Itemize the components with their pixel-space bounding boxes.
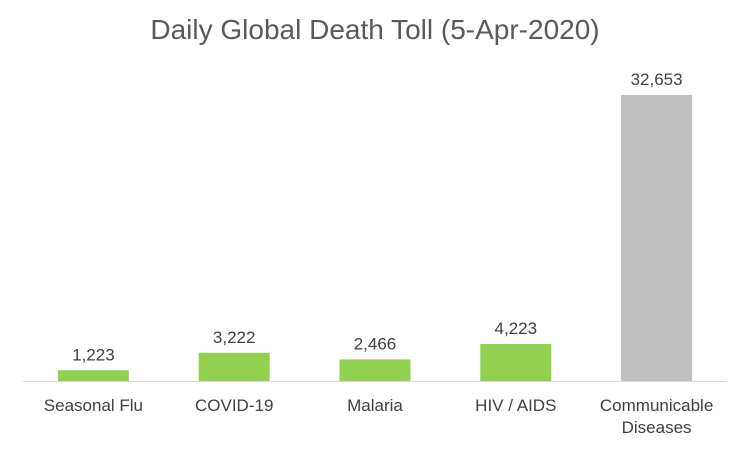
value-label-3: 4,223 [495, 319, 538, 338]
value-label-0: 1,223 [72, 345, 115, 364]
value-label-4: 32,653 [631, 70, 683, 89]
category-label-3: HIV / AIDS [475, 396, 556, 415]
bar-1 [198, 352, 270, 381]
category-label-1: COVID-19 [195, 396, 273, 415]
value-labels-group: 1,223 3,222 2,466 4,223 32,653 [72, 70, 682, 364]
category-label-4: Communicable Diseases [600, 396, 713, 437]
chart-title: Daily Global Death Toll (5-Apr-2020) [150, 14, 600, 45]
value-label-2: 2,466 [354, 334, 397, 353]
value-label-1: 3,222 [213, 328, 256, 347]
bar-0 [57, 370, 129, 381]
category-labels-group: Seasonal Flu COVID-19 Malaria HIV / AIDS Com… [44, 396, 714, 437]
bars-group [57, 95, 693, 381]
bar-2 [339, 359, 411, 381]
bar-4 [621, 95, 693, 381]
bar-3 [480, 344, 552, 381]
category-label-2: Malaria [347, 396, 403, 415]
category-label-0: Seasonal Flu [44, 396, 143, 415]
